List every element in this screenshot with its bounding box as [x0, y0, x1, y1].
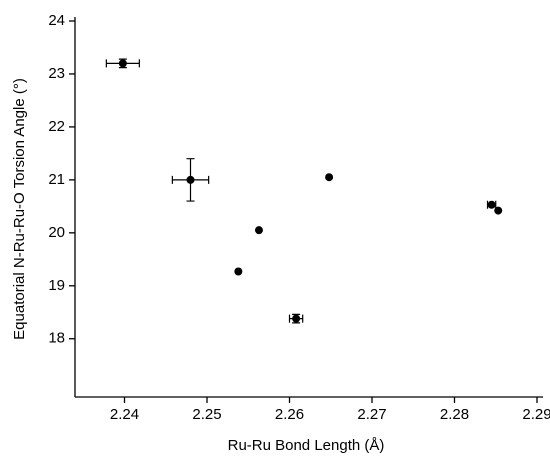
- point: [325, 173, 334, 182]
- x-axis-label: Ru-Ru Bond Length (Å): [228, 437, 385, 454]
- y-tick-label: 19: [48, 277, 65, 294]
- y-tick-label: 18: [48, 330, 65, 347]
- y-tick-label: 21: [48, 171, 65, 188]
- y-tick-label: 22: [48, 118, 65, 135]
- point: [487, 200, 496, 209]
- y-axis-label: Equatorial N-Ru-Ru-O Torsion Angle (°): [11, 78, 28, 340]
- x-tick-label: 2.25: [192, 406, 221, 423]
- point: [118, 59, 127, 68]
- x-tick-label: 2.28: [440, 406, 469, 423]
- x-tick-label: 2.26: [275, 406, 304, 423]
- point: [254, 226, 263, 235]
- point: [494, 206, 503, 215]
- y-tick-label: 23: [48, 65, 65, 82]
- point: [234, 267, 243, 276]
- x-tick-label: 2.29: [522, 406, 550, 423]
- y-tick-label: 20: [48, 224, 65, 241]
- point: [292, 314, 301, 323]
- point: [186, 175, 195, 184]
- x-tick-label: 2.27: [357, 406, 386, 423]
- x-tick-label: 2.24: [110, 406, 139, 423]
- y-tick-label: 24: [48, 12, 65, 29]
